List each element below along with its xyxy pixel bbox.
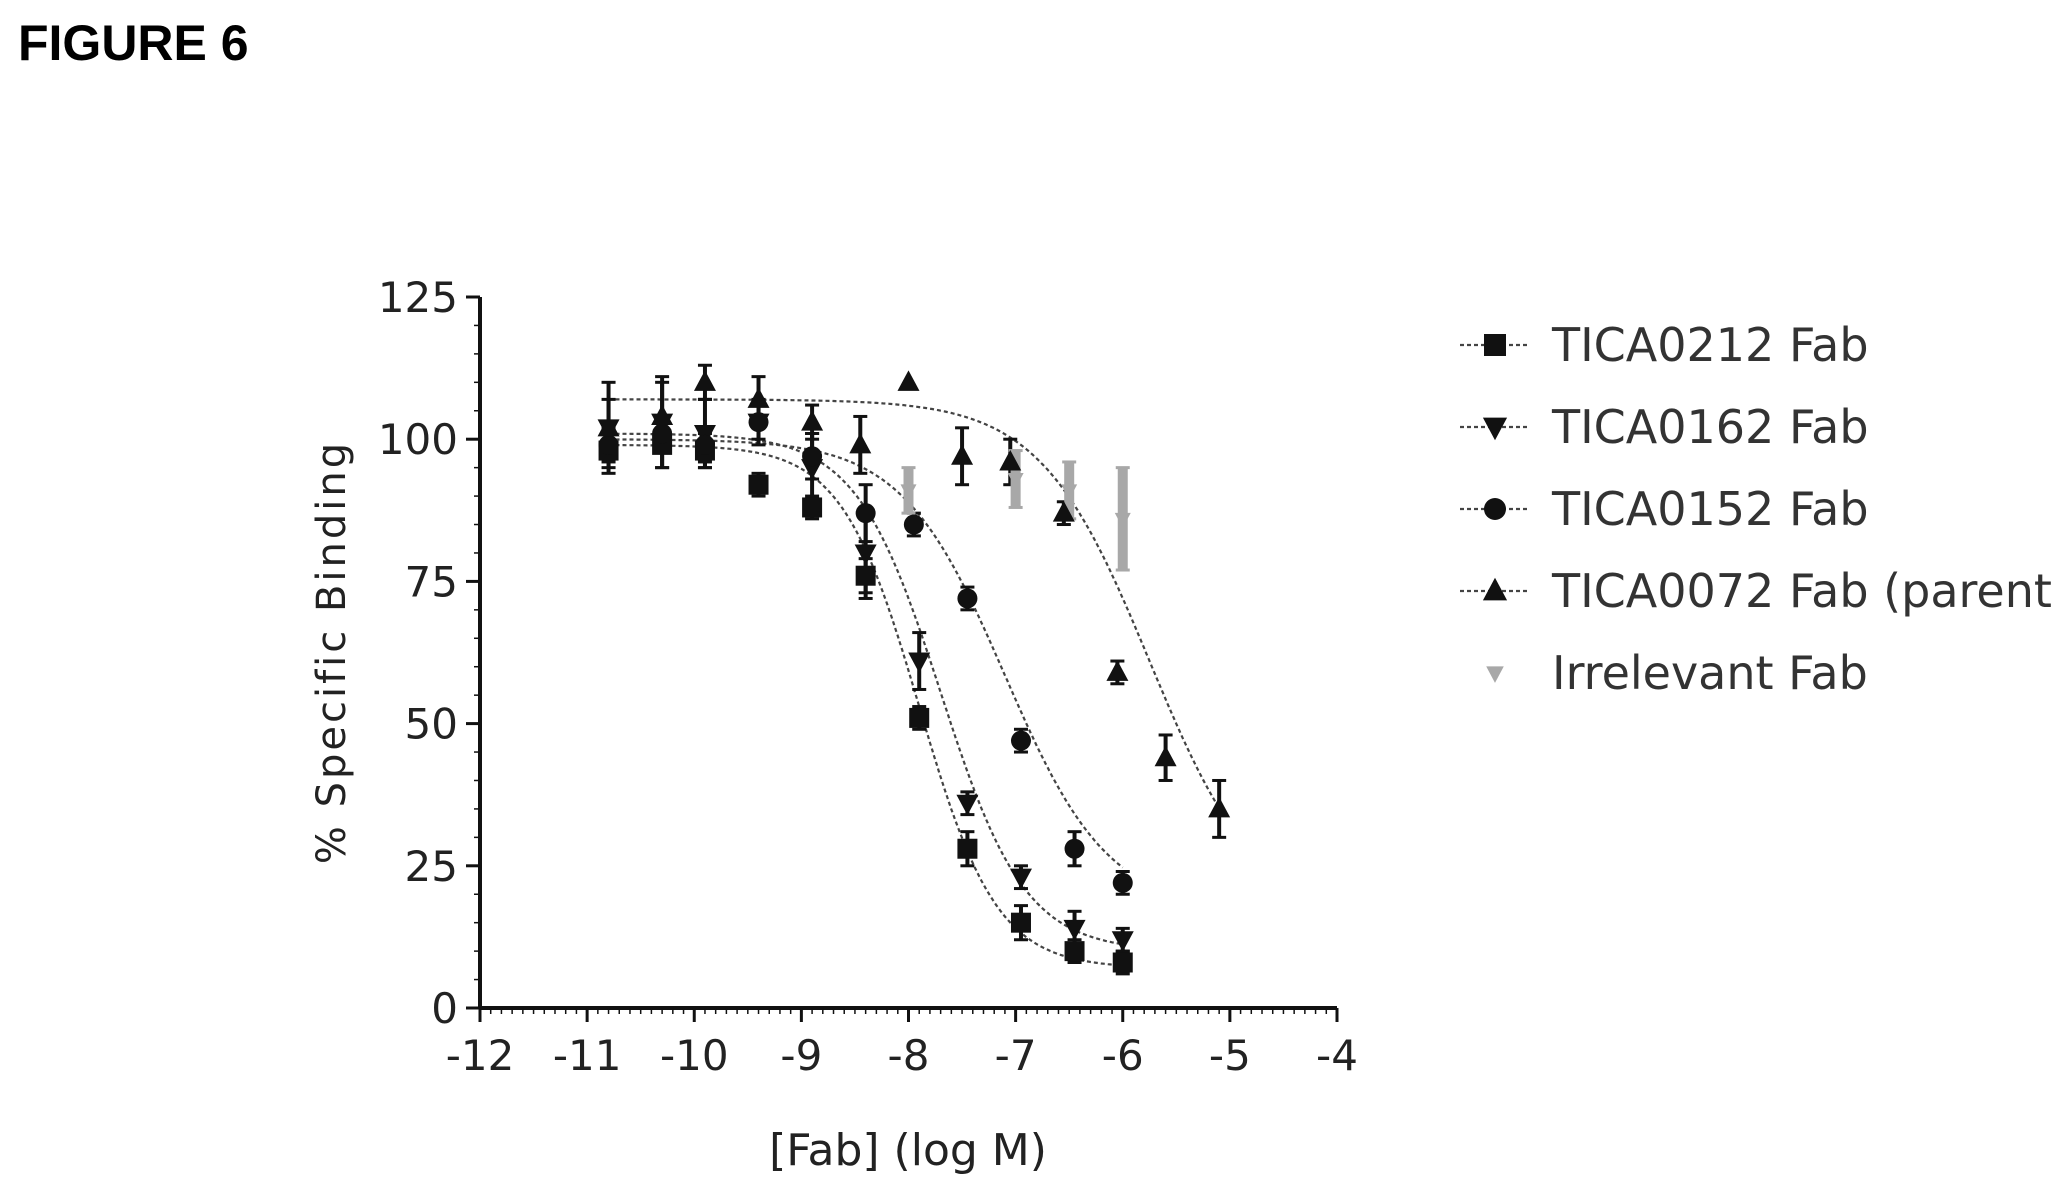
data-point bbox=[652, 423, 673, 444]
data-point bbox=[909, 707, 930, 728]
legend-item: Irrelevant Fab bbox=[1486, 646, 1868, 700]
data-point bbox=[597, 415, 620, 437]
x-tick-label: -9 bbox=[780, 1031, 822, 1080]
legend: TICA0212 Fab TICA0162 Fab TICA0152 Fab TICA… bbox=[1460, 318, 2053, 700]
legend-marker bbox=[1484, 334, 1506, 356]
data-point bbox=[1063, 919, 1086, 941]
data-point bbox=[1208, 796, 1231, 818]
data-point bbox=[1061, 484, 1078, 500]
data-point bbox=[1010, 730, 1031, 751]
x-tick-label: -4 bbox=[1316, 1031, 1358, 1080]
data-point bbox=[1052, 501, 1075, 522]
legend-label: TICA0212 Fab bbox=[1551, 318, 1869, 372]
data-point bbox=[1106, 660, 1129, 681]
data-point bbox=[999, 449, 1022, 471]
figure-label: FIGURE 6 bbox=[18, 15, 249, 71]
data-point bbox=[694, 434, 715, 455]
data-point bbox=[908, 652, 931, 674]
legend-label: TICA0162 Fab bbox=[1551, 400, 1869, 454]
legend-marker bbox=[1486, 666, 1504, 683]
x-axis-label: [Fab] (log M) bbox=[769, 1125, 1047, 1176]
data-point bbox=[1111, 931, 1134, 952]
data-point bbox=[1007, 473, 1024, 489]
data-point bbox=[1112, 952, 1133, 973]
data-point bbox=[1064, 941, 1085, 962]
legend-marker bbox=[1484, 498, 1506, 520]
data-point bbox=[854, 544, 877, 565]
data-point bbox=[748, 474, 769, 495]
data-point bbox=[951, 444, 974, 465]
data-point bbox=[897, 370, 920, 391]
data-point bbox=[849, 432, 872, 454]
data-point bbox=[1154, 745, 1177, 767]
data-point bbox=[1112, 872, 1133, 893]
x-tick-label: -7 bbox=[995, 1031, 1037, 1080]
data-point bbox=[802, 446, 823, 467]
data-point bbox=[957, 838, 978, 859]
y-tick-label: 100 bbox=[378, 415, 458, 464]
data-point bbox=[1009, 868, 1032, 890]
x-tick-label: -6 bbox=[1102, 1031, 1144, 1080]
y-tick-label: 0 bbox=[431, 984, 458, 1033]
legend-item: TICA0152 Fab bbox=[1460, 482, 1869, 536]
data-point bbox=[748, 412, 769, 433]
legend-item: TICA0212 Fab bbox=[1460, 318, 1869, 372]
ticks: -12 -11 -10 -9 -8 -7 -6 -5 -4 0 25 50 75 100 125 bbox=[378, 273, 1358, 1080]
data-point bbox=[802, 497, 823, 518]
legend-label: Irrelevant Fab bbox=[1552, 646, 1868, 700]
x-tick-label: -10 bbox=[660, 1031, 729, 1080]
fit-curve bbox=[608, 438, 1124, 869]
legend-marker bbox=[1482, 417, 1508, 441]
legend-item: TICA0162 Fab bbox=[1460, 400, 1869, 454]
legend-marker bbox=[1482, 577, 1508, 601]
data-point bbox=[1010, 912, 1031, 933]
data-point bbox=[956, 794, 979, 816]
data-point bbox=[957, 588, 978, 609]
legend-item: TICA0072 Fab (parent) bbox=[1460, 564, 2053, 618]
data-point bbox=[598, 434, 619, 455]
x-tick-label: -12 bbox=[446, 1031, 515, 1080]
data-point bbox=[1114, 512, 1131, 528]
data-point bbox=[855, 565, 876, 586]
data-points bbox=[597, 370, 1231, 973]
data-point bbox=[903, 514, 924, 535]
y-tick-label: 75 bbox=[405, 557, 458, 606]
data-point bbox=[651, 404, 674, 425]
data-point bbox=[1064, 838, 1085, 859]
y-tick-label: 50 bbox=[405, 700, 458, 749]
y-tick-label: 125 bbox=[378, 273, 458, 322]
y-axis-label: % Specific Binding bbox=[309, 440, 355, 864]
legend-label: TICA0072 Fab (parent) bbox=[1551, 564, 2053, 618]
data-point bbox=[693, 370, 716, 391]
y-tick-label: 25 bbox=[405, 842, 458, 891]
data-point bbox=[747, 387, 770, 408]
data-point bbox=[855, 503, 876, 524]
legend-label: TICA0152 Fab bbox=[1551, 482, 1869, 536]
data-point bbox=[801, 410, 824, 431]
x-tick-label: -8 bbox=[888, 1031, 930, 1080]
data-point bbox=[900, 484, 917, 500]
x-tick-label: -11 bbox=[553, 1031, 622, 1080]
x-tick-label: -5 bbox=[1209, 1031, 1251, 1080]
